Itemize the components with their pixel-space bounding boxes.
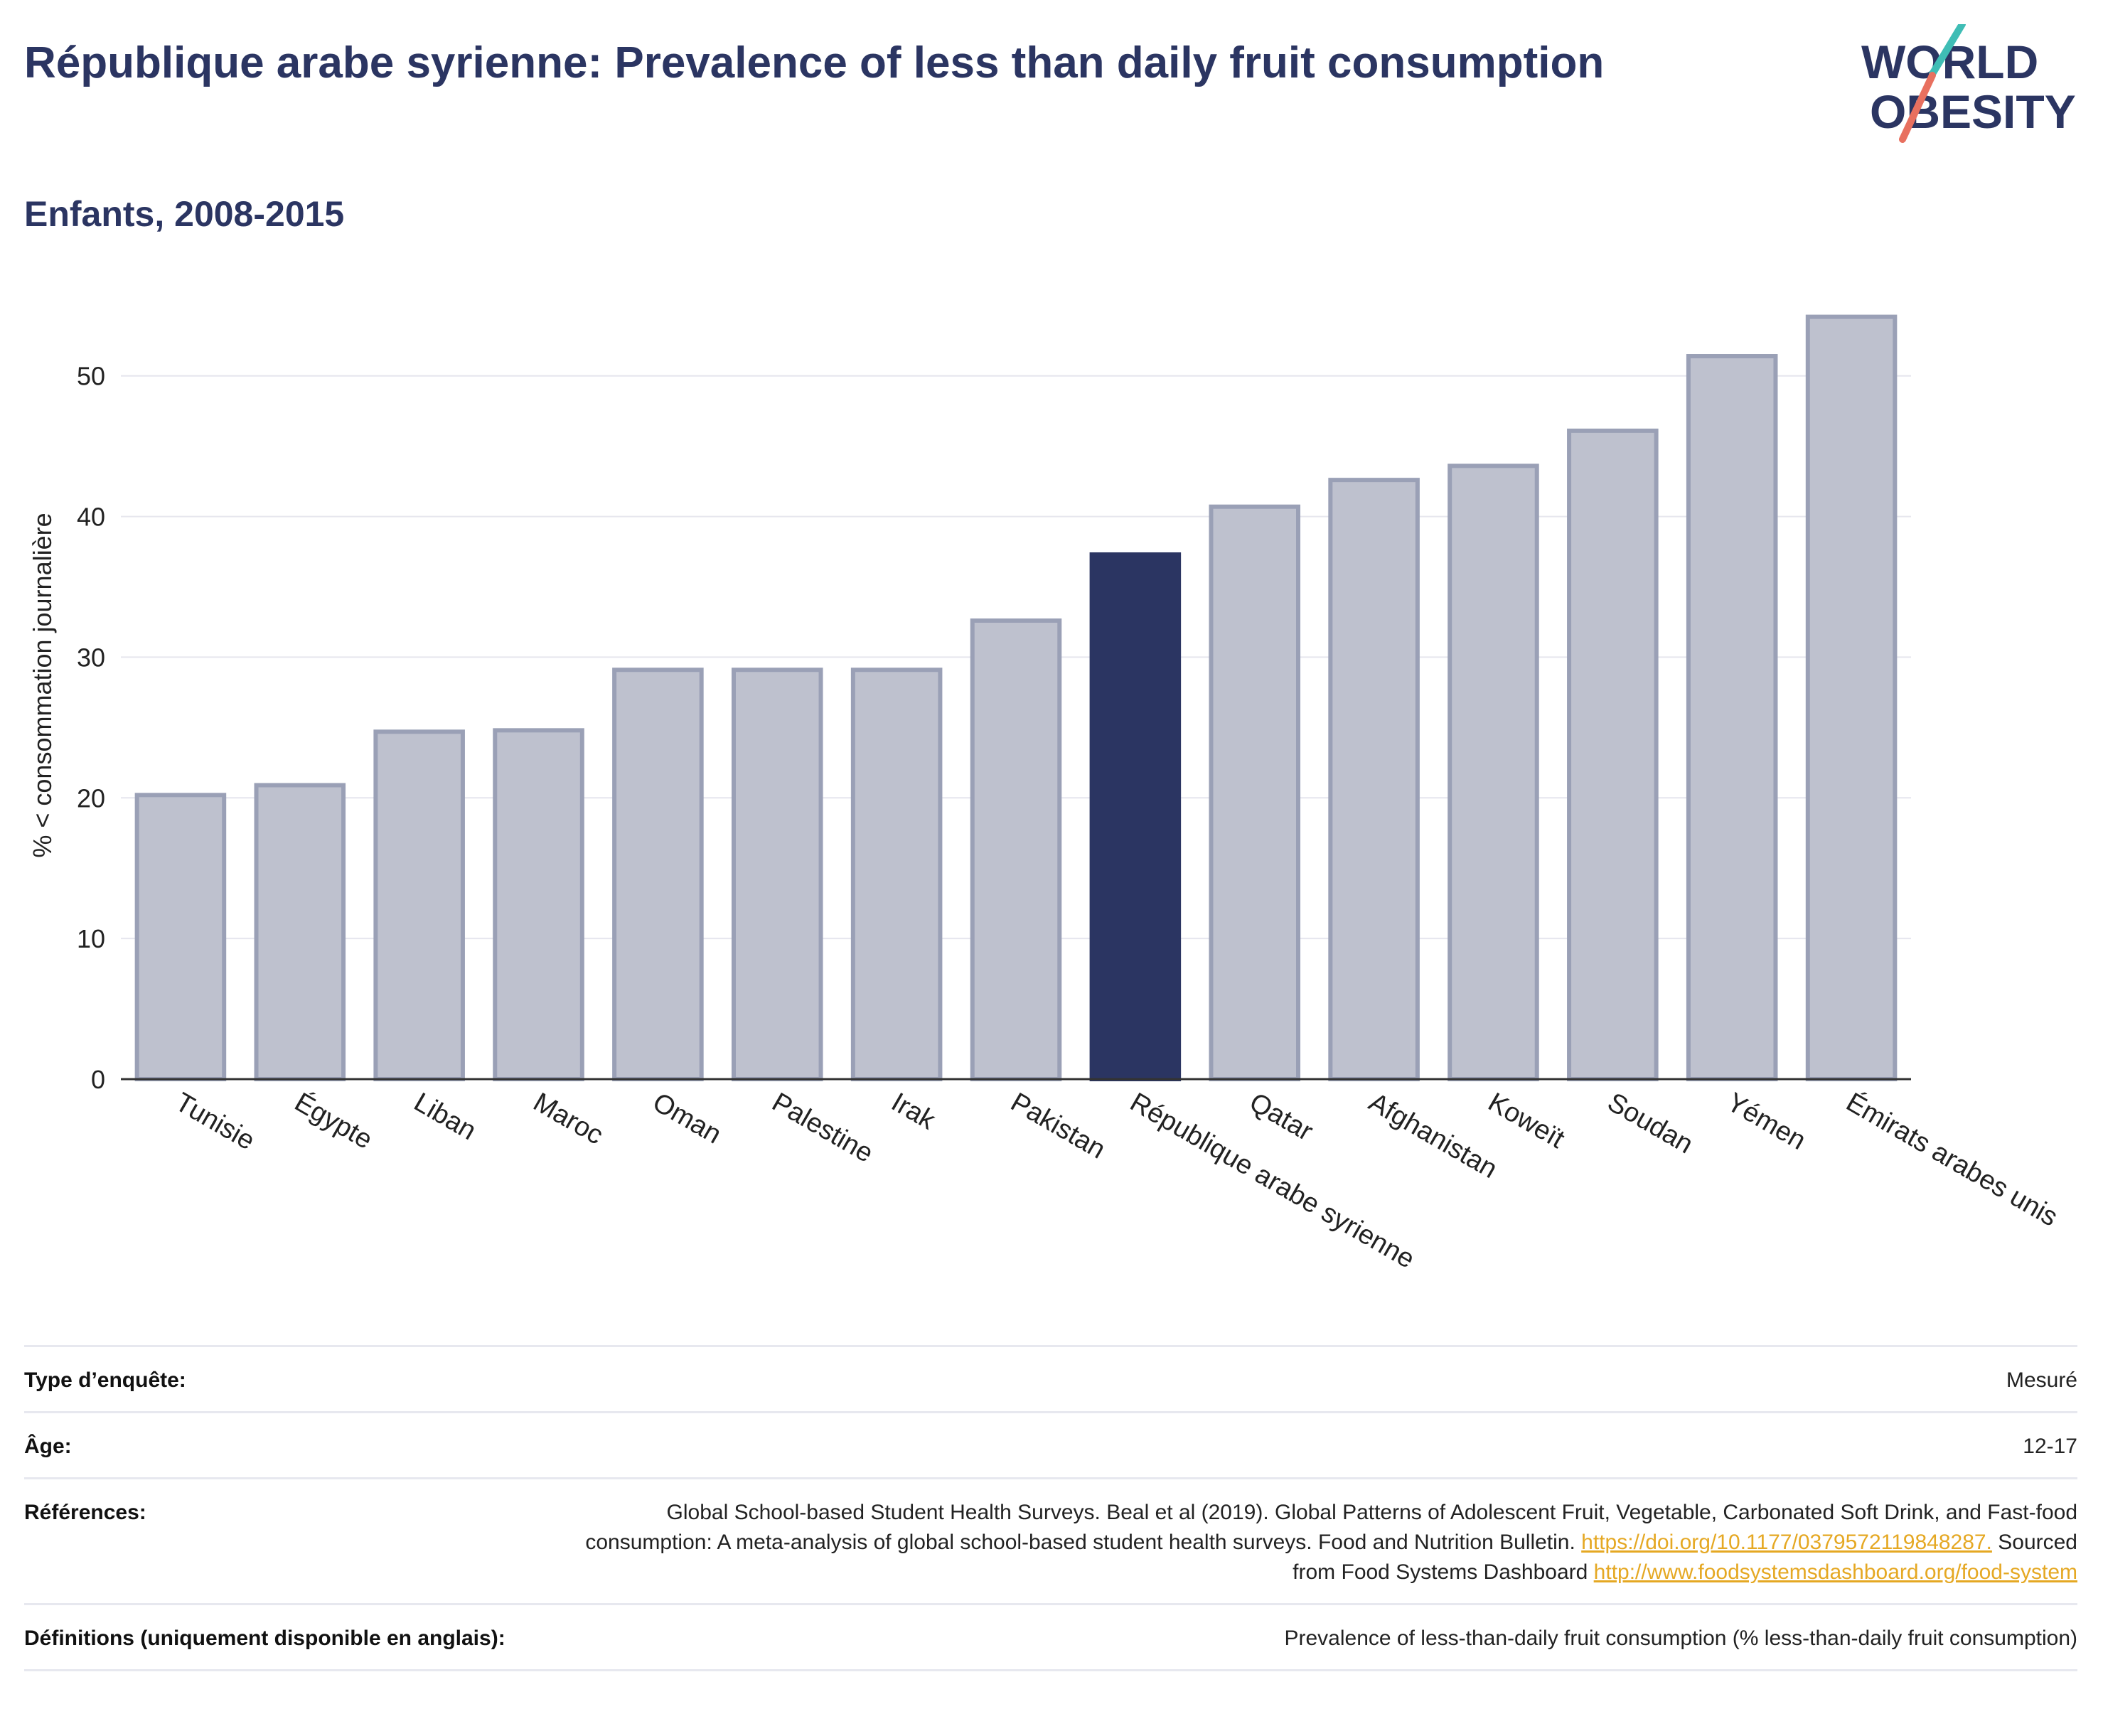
x-tick-label: Liban: [409, 1087, 481, 1146]
bar[interactable]: [373, 729, 465, 1081]
references-label: Références:: [24, 1501, 146, 1524]
survey-type-label: Type d’enquête:: [24, 1368, 186, 1392]
x-tick-label: Yémen: [1722, 1087, 1811, 1156]
world-obesity-logo[interactable]: WORLD OBESITY: [1848, 24, 2090, 152]
bar-chart: 0 10 20 30 40 50 Tunisie Égypte Liban Maroc Oman P…: [28, 314, 2063, 1275]
age-value: 12-17: [2023, 1435, 2077, 1458]
info-table: Type d’enquête: Mesuré Âge: 12-17 Référe…: [24, 1345, 2077, 1671]
y-tick-label: 40: [77, 503, 105, 532]
bar[interactable]: [731, 668, 823, 1081]
bar[interactable]: [134, 793, 227, 1081]
y-tick-label: 0: [91, 1065, 105, 1094]
bar[interactable]: [1209, 504, 1301, 1081]
x-tick-label: Égypte: [289, 1087, 378, 1155]
bars: [134, 314, 1898, 1082]
bar[interactable]: [1328, 478, 1420, 1081]
logo-slash-teal: [1929, 24, 1966, 77]
y-tick-label: 20: [77, 783, 105, 813]
y-tick-label: 10: [77, 924, 105, 953]
age-label: Âge:: [24, 1435, 72, 1458]
x-tick-label: Tunisie: [170, 1087, 259, 1156]
bar[interactable]: [1805, 314, 1898, 1082]
x-tick-label: Palestine: [767, 1087, 878, 1169]
info-row-references: Références: Global School-based Student …: [24, 1477, 2077, 1603]
references-text-1: Global School-based Student Health Surve…: [585, 1501, 2077, 1554]
logo-text-line2: OBESITY: [1870, 85, 2076, 138]
references-text-2: Sourced from Food Systems Dashboard: [1293, 1531, 2077, 1584]
y-tick-label: 30: [77, 643, 105, 672]
x-tick-label: Irak: [887, 1087, 941, 1136]
x-tick-label: Oman: [648, 1087, 727, 1150]
references-doi-link[interactable]: https://doi.org/10.1177/0379572119848287…: [1581, 1531, 1992, 1554]
x-tick-label: Afghanistan: [1364, 1087, 1502, 1184]
bar[interactable]: [1567, 428, 1659, 1081]
bar[interactable]: [1448, 464, 1539, 1082]
page-title: République arabe syrienne: Prevalence of…: [24, 38, 1605, 87]
bar[interactable]: [970, 618, 1062, 1081]
bar[interactable]: [1686, 354, 1778, 1081]
bar[interactable]: [1089, 552, 1182, 1081]
x-tick-label: Maroc: [528, 1087, 608, 1150]
x-tick-label: Pakistan: [1006, 1087, 1111, 1164]
x-tick-label: Koweït: [1483, 1087, 1570, 1154]
references-value: Global School-based Student Health Surve…: [542, 1498, 2077, 1587]
y-tick-labels: 0 10 20 30 40 50: [77, 362, 105, 1094]
page-subtitle: Enfants, 2008-2015: [24, 194, 345, 234]
x-tick-label: Qatar: [1244, 1087, 1318, 1147]
survey-type-value: Mesuré: [2006, 1368, 2077, 1392]
logo-slash-coral: [1899, 72, 1936, 143]
bar[interactable]: [493, 728, 584, 1081]
bar[interactable]: [612, 668, 704, 1081]
y-tick-label: 50: [77, 362, 105, 391]
references-dashboard-link[interactable]: http://www.foodsystemsdashboard.org/food…: [1593, 1560, 2077, 1584]
y-axis-title: % < consommation journalière: [28, 513, 57, 857]
info-row-definitions: Définitions (uniquement disponible en an…: [24, 1603, 2077, 1671]
info-row-survey-type: Type d’enquête: Mesuré: [24, 1345, 2077, 1411]
info-row-age: Âge: 12-17: [24, 1411, 2077, 1477]
x-tick-labels: Tunisie Égypte Liban Maroc Oman Palestine Irak…: [170, 1087, 2062, 1275]
definitions-label: Définitions (uniquement disponible en an…: [24, 1627, 505, 1650]
x-tick-label: Émirats arabes unis: [1841, 1087, 2063, 1233]
bar[interactable]: [850, 668, 943, 1081]
x-tick-label: Soudan: [1602, 1087, 1698, 1159]
bar[interactable]: [254, 783, 346, 1081]
definitions-value: Prevalence of less-than-daily fruit cons…: [1284, 1627, 2078, 1650]
